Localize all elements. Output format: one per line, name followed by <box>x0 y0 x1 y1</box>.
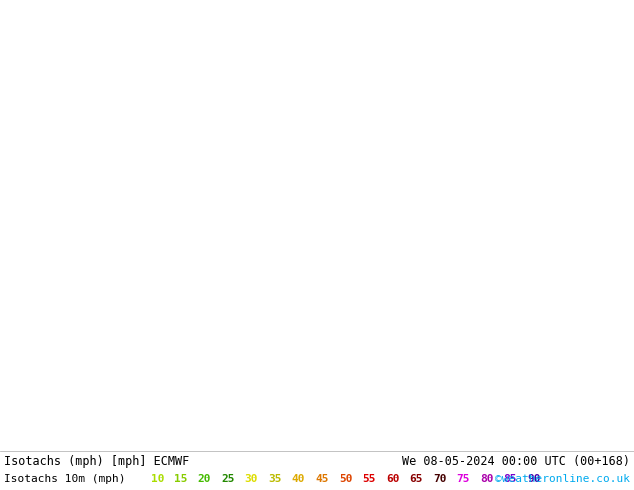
Text: Isotachs 10m (mph): Isotachs 10m (mph) <box>4 474 126 484</box>
Text: 55: 55 <box>363 474 376 484</box>
Text: 15: 15 <box>174 474 188 484</box>
Text: 10: 10 <box>151 474 164 484</box>
Text: 70: 70 <box>433 474 446 484</box>
Text: 85: 85 <box>503 474 517 484</box>
Text: Isotachs (mph) [mph] ECMWF: Isotachs (mph) [mph] ECMWF <box>4 455 190 467</box>
Text: 60: 60 <box>386 474 399 484</box>
Text: 30: 30 <box>245 474 258 484</box>
Text: We 08-05-2024 00:00 UTC (00+168): We 08-05-2024 00:00 UTC (00+168) <box>402 455 630 467</box>
Text: 65: 65 <box>410 474 423 484</box>
Text: 35: 35 <box>268 474 281 484</box>
Text: ©weatheronline.co.uk: ©weatheronline.co.uk <box>495 474 630 484</box>
Text: 40: 40 <box>292 474 306 484</box>
Text: 75: 75 <box>456 474 470 484</box>
Text: 25: 25 <box>221 474 235 484</box>
Text: 45: 45 <box>315 474 329 484</box>
Text: 20: 20 <box>198 474 211 484</box>
Text: 80: 80 <box>480 474 494 484</box>
Text: 90: 90 <box>527 474 541 484</box>
Text: 50: 50 <box>339 474 353 484</box>
